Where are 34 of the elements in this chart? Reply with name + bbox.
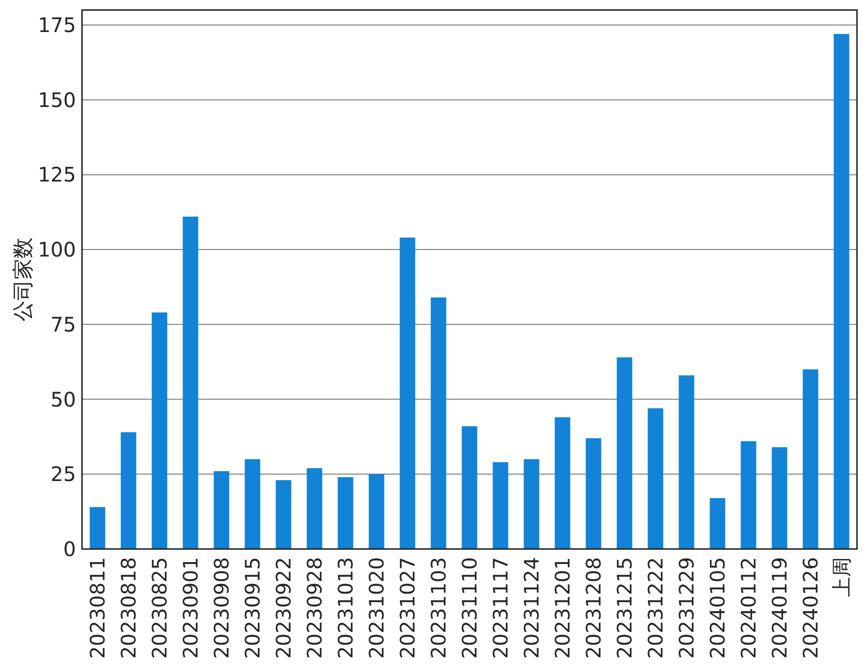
y-tick-label: 75 (50, 312, 76, 336)
x-tick-label: 20231103 (426, 557, 450, 659)
x-tick-label: 20231027 (396, 557, 420, 659)
x-tick-label: 20230825 (148, 557, 172, 659)
x-tick-label: 上周 (830, 557, 854, 597)
x-tick-label: 20240105 (706, 557, 730, 659)
x-tick-label: 20240126 (798, 557, 822, 659)
y-tick-label: 175 (38, 12, 76, 37)
x-tick-label: 20240112 (736, 557, 760, 659)
x-tick-label: 20230908 (210, 557, 234, 659)
y-axis-title: 公司家数 (11, 238, 35, 322)
x-tick-label: 20230811 (86, 557, 110, 659)
x-tick-label: 20230928 (302, 557, 326, 659)
x-tick-label: 20231229 (674, 557, 698, 659)
x-tick-label: 20230818 (116, 557, 140, 659)
y-tick-label: 25 (50, 462, 76, 486)
x-tick-label: 20240119 (768, 557, 792, 659)
x-tick-label: 20231110 (458, 557, 482, 659)
y-tick-label: 150 (38, 88, 76, 112)
x-tick-label: 20231215 (612, 557, 636, 659)
y-tick-label: 125 (38, 162, 76, 187)
x-tick-label: 20231201 (550, 557, 574, 659)
x-tick-label: 20231020 (364, 557, 388, 659)
x-tick-label: 20231117 (488, 557, 512, 659)
x-tick-label: 20230915 (240, 557, 264, 659)
x-tick-label: 20231208 (582, 557, 606, 659)
x-tick-label: 20231013 (334, 557, 358, 659)
x-tick-label: 20231222 (644, 557, 668, 659)
x-tick-label: 20231124 (520, 557, 544, 659)
y-tick-label: 50 (50, 387, 76, 412)
x-tick-label: 20230922 (272, 557, 296, 659)
x-tick-label: 20230901 (178, 557, 202, 659)
y-tick-label: 0 (63, 537, 76, 561)
y-tick-label: 100 (38, 238, 76, 262)
